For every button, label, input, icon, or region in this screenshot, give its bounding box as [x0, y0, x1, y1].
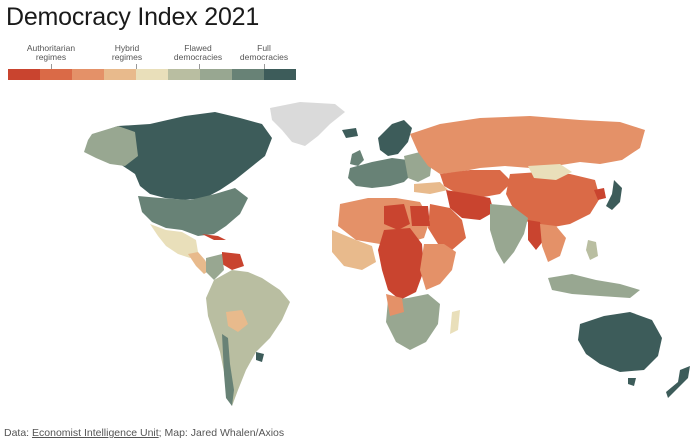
region-myanmar: [528, 220, 544, 250]
legend-tick: [136, 64, 137, 69]
footer-prefix: Data:: [4, 427, 33, 439]
region-new-zealand: [666, 366, 690, 398]
source-link[interactable]: Economist Intelligence Unit: [32, 427, 159, 439]
region-philippines: [586, 240, 598, 260]
legend: Authoritarian regimes Hybrid regimes Fla…: [8, 44, 296, 80]
region-southeast-asia: [540, 224, 566, 262]
region-tasmania: [628, 378, 636, 386]
legend-label-flawed-line2: democracies: [173, 52, 223, 62]
region-mongolia: [528, 164, 572, 180]
region-russia: [410, 116, 645, 174]
region-central-america: [188, 252, 210, 274]
legend-label-full: Full democracies: [232, 44, 296, 62]
region-western-europe: [348, 158, 414, 188]
region-arabia: [428, 204, 466, 250]
region-egypt: [410, 206, 430, 226]
region-iceland: [342, 128, 358, 138]
legend-swatch: [136, 69, 168, 80]
legend-swatches: [8, 69, 296, 80]
region-scandinavia: [378, 120, 412, 156]
legend-tick: [51, 64, 52, 69]
region-angola: [386, 294, 404, 316]
legend-label-flawed-line1: Flawed: [184, 43, 212, 53]
region-libya: [384, 204, 410, 230]
legend-label-authoritarian-line1: Authoritarian: [26, 43, 76, 53]
legend-swatch: [72, 69, 104, 80]
region-madagascar: [450, 310, 460, 334]
region-china: [506, 172, 600, 228]
legend-labels: Authoritarian regimes Hybrid regimes Fla…: [8, 44, 296, 68]
region-iran: [446, 190, 494, 220]
legend-label-full-line1: Full: [257, 43, 271, 53]
legend-ticks: [8, 64, 296, 69]
region-canada: [92, 112, 272, 200]
region-australia: [578, 312, 662, 372]
region-japan: [606, 180, 622, 210]
region-colombia: [206, 254, 224, 280]
legend-label-authoritarian: Authoritarian regimes: [16, 44, 86, 62]
region-uruguay: [256, 352, 264, 362]
legend-label-full-line2: democracies: [239, 52, 289, 62]
region-usa: [138, 188, 248, 236]
region-chile: [222, 334, 234, 406]
legend-swatch: [104, 69, 136, 80]
legend-label-authoritarian-line2: regimes: [35, 52, 67, 62]
legend-swatch: [232, 69, 264, 80]
region-central-africa: [378, 228, 424, 300]
chart-title: Democracy Index 2021: [6, 3, 260, 31]
footer-credits: Data: Economist Intelligence Unit; Map: …: [4, 427, 284, 439]
legend-tick: [199, 64, 200, 69]
region-india: [490, 204, 528, 264]
legend-swatch: [200, 69, 232, 80]
region-west-africa: [332, 230, 376, 270]
legend-label-hybrid-line1: Hybrid: [114, 43, 140, 53]
legend-label-flawed: Flawed democracies: [166, 44, 230, 62]
legend-tick: [264, 64, 265, 69]
region-central-asia: [440, 170, 512, 198]
region-alaska: [84, 126, 138, 166]
region-north-korea: [594, 188, 606, 200]
region-uk: [350, 150, 364, 166]
legend-label-hybrid-line2: regimes: [111, 52, 143, 62]
region-bolivia: [226, 310, 248, 332]
legend-swatch: [8, 69, 40, 80]
region-east-africa: [420, 244, 456, 290]
region-indonesia: [548, 274, 640, 298]
world-map: [84, 102, 690, 406]
region-greenland: [270, 102, 345, 146]
region-south-america: [206, 270, 290, 406]
footer-suffix: ; Map: Jared Whalen/Axios: [158, 427, 285, 439]
legend-label-hybrid: Hybrid regimes: [102, 44, 152, 62]
legend-swatch: [264, 69, 296, 80]
region-turkey: [414, 182, 448, 194]
legend-swatch: [40, 69, 72, 80]
region-venezuela: [222, 252, 244, 270]
region-cuba: [202, 234, 226, 240]
legend-swatch: [168, 69, 200, 80]
region-mexico: [150, 224, 198, 258]
